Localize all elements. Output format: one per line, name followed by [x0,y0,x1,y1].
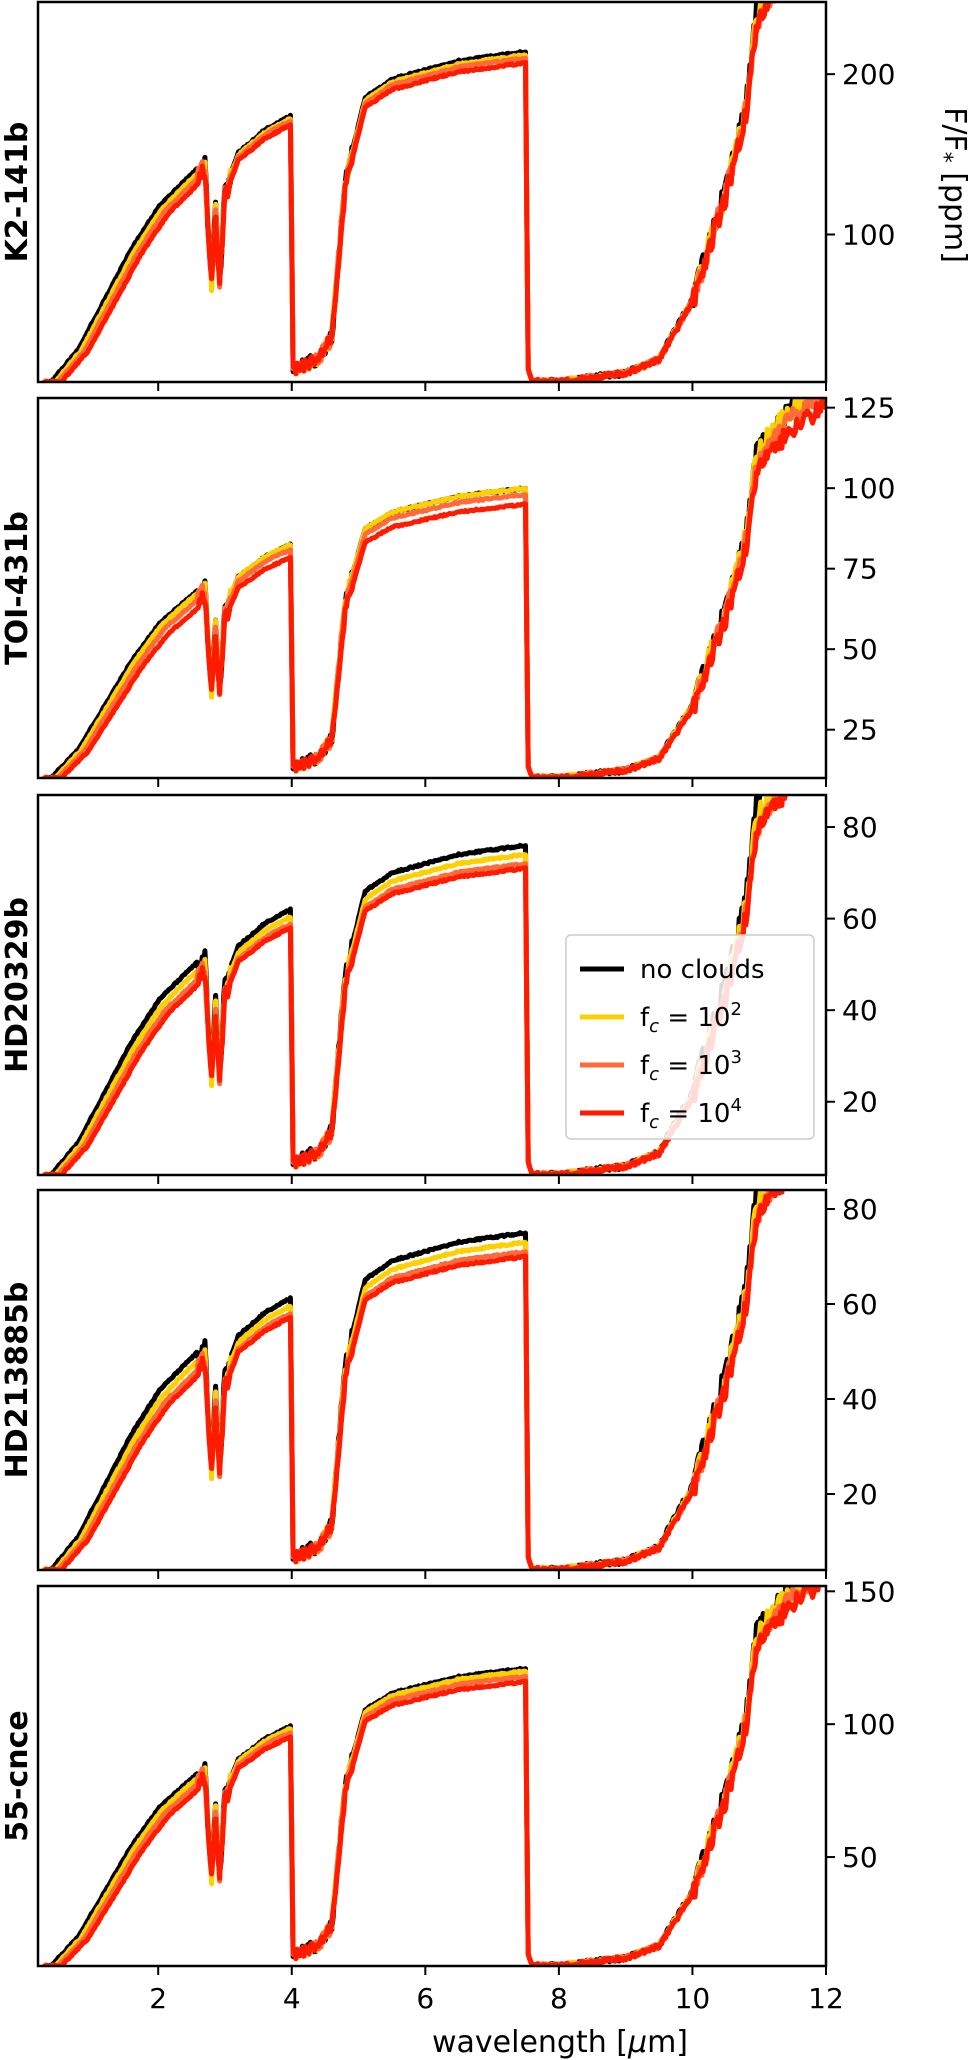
x-axis-label-suffix: m] [647,2025,688,2060]
legend-fc-1e2-sup: 2 [730,999,741,1020]
x-tick-label: 8 [550,1982,568,2015]
plot-frame [36,1188,828,1572]
series-line-fc-1e3 [42,398,826,778]
x-tick-label: 6 [416,1982,434,2015]
y-tick-label: 60 [842,1288,878,1321]
x-axis-label-prefix: wavelength [ [432,2025,628,2060]
x-tick-label: 4 [283,1982,301,2015]
panel-label-k2-141b: K2-141b [0,122,35,263]
legend-fc-1e2-f: f [640,1003,650,1033]
panel-k2-141b: 100 200 K2-141b [0,0,895,391]
y-axis-label-prefix: F/F [937,107,970,152]
legend-fc-1e2-mid: = 10 [659,1003,730,1033]
series-group [42,1586,824,1966]
panel-55-cnce: 2 4 6 8 10 12 50 100 150 55-cnce [0,1575,895,2015]
panel-toi-431b: 25 50 75 100 125 TOI-431b [0,392,895,787]
y-tick-label: 75 [842,553,878,586]
y-tick-label: 100 [842,218,895,251]
series-line-no-clouds [42,398,819,778]
y-tick-label: 50 [842,1841,878,1874]
x-tick-label: 12 [808,1982,844,2015]
y-tick-label: 25 [842,714,878,747]
y-tick-label: 80 [842,1193,878,1226]
series-line-fc-1e2 [42,1586,815,1966]
plot-frame [36,0,828,384]
series-line-fc-1e3 [42,2,776,382]
panel-label-55-cnce: 55-cnce [0,1710,35,1841]
panel-label-hd20329b: HD20329b [0,897,35,1073]
y-tick-label: 100 [842,1708,895,1741]
y-tick-label: 40 [842,1383,878,1416]
y-axis-label-suffix: [ppm] [937,163,970,263]
y-tick-label: 150 [842,1575,895,1608]
series-line-no-clouds [42,1190,759,1570]
legend-fc-1e4-f: f [640,1099,650,1129]
y-axis-label: F/F* [ppm] [931,107,970,263]
legend-fc-1e3-sup: 3 [730,1047,741,1068]
legend-box [565,934,815,1140]
series-line-fc-1e4 [42,398,826,778]
series-line-no-clouds [42,1586,807,1966]
series-line-fc-1e4 [42,2,778,382]
series-line-fc-1e3 [42,1190,780,1570]
y-tick-label: 80 [842,811,878,844]
series-line-fc-1e2 [42,1190,775,1570]
series-line-fc-1e2 [42,2,776,382]
legend-label-fc-1e3: fc = 103 [640,1047,742,1085]
panel-label-toi-431b: TOI-431b [0,511,35,665]
legend-fc-1e3-mid: = 10 [659,1051,730,1081]
series-group [42,398,826,778]
legend-fc-1e4-mid: = 10 [659,1099,730,1129]
legend-label-fc-1e4: fc = 104 [640,1095,742,1133]
x-tick-label: 2 [149,1982,167,2015]
series-group [42,2,778,382]
legend-fc-1e4-sup: 4 [730,1095,741,1116]
series-line-fc-1e4 [42,1586,824,1966]
series-line-fc-1e2 [42,398,821,778]
y-tick-label: 40 [842,994,878,1027]
series-line-no-clouds [42,2,763,382]
legend-label-fc-1e2: fc = 102 [640,999,742,1037]
panels: 100 200 K2-141b 25 50 75 100 125 TOI-431b 20 40 60 8… [0,0,895,2015]
y-tick-label: 50 [842,633,878,666]
plot-frame [36,396,828,780]
legend-fc-1e4-sub: c [649,1112,659,1133]
y-tick-label: 200 [842,58,895,91]
legend: no clouds fc = 102 fc = 103 fc = 104 [565,934,815,1140]
y-tick-label: 125 [842,392,895,425]
panel-hd213885b: 20 40 60 80 HD213885b [0,1188,878,1579]
legend-fc-1e3-sub: c [649,1064,659,1085]
plot-frame [36,793,828,1177]
panel-label-hd213885b: HD213885b [0,1282,35,1479]
series-group [42,1190,785,1570]
x-axis-label-mu: μ [627,2025,647,2060]
y-axis-label-star: * [931,152,956,163]
legend-fc-1e3-f: f [640,1051,650,1081]
y-tick-label: 20 [842,1478,878,1511]
legend-label-no-clouds: no clouds [640,955,765,985]
y-tick-label: 20 [842,1086,878,1119]
y-tick-label: 60 [842,903,878,936]
series-line-fc-1e4 [42,1190,785,1570]
x-tick-label: 10 [675,1982,711,2015]
series-line-fc-1e3 [42,1586,820,1966]
legend-fc-1e2-sub: c [649,1016,659,1037]
x-axis-label: wavelength [μm] [432,2025,688,2060]
plot-frame [36,1584,828,1968]
y-tick-label: 100 [842,472,895,505]
